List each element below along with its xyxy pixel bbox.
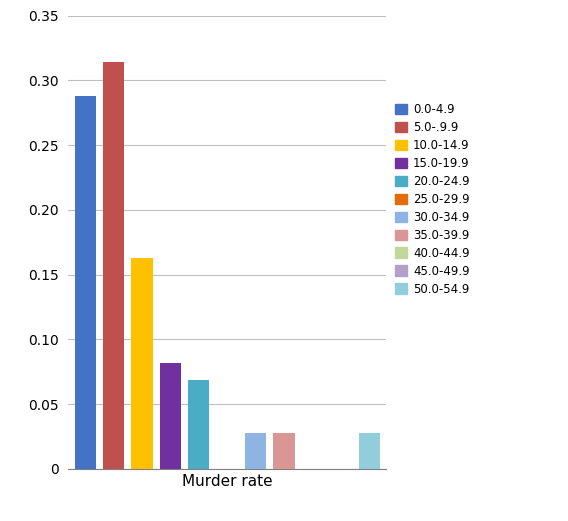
Legend: 0.0-4.9, 5.0-.9.9, 10.0-14.9, 15.0-19.9, 20.0-24.9, 25.0-29.9, 30.0-34.9, 35.0-3: 0.0-4.9, 5.0-.9.9, 10.0-14.9, 15.0-19.9,…	[395, 103, 470, 296]
Bar	[160, 363, 181, 469]
Bar	[273, 432, 295, 469]
Bar	[188, 379, 210, 469]
Bar	[358, 432, 380, 469]
Bar	[245, 432, 266, 469]
Bar	[74, 96, 96, 469]
X-axis label: Murder rate: Murder rate	[182, 475, 273, 489]
Bar	[131, 258, 153, 469]
Bar	[103, 62, 124, 469]
